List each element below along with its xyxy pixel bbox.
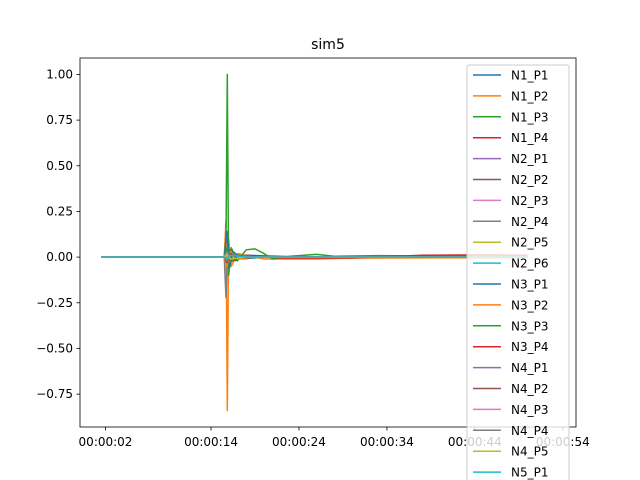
series-line-n3-p1 <box>101 230 528 269</box>
series-line-n1-p3 <box>101 73 528 277</box>
legend-label: N2_P1 <box>511 152 548 166</box>
legend: N1_P1 N1_P2 N1_P3 N1_P4 N2_P1 N2_P2 N2_P3 N2_P4… <box>466 64 570 480</box>
legend-label: N2_P6 <box>511 257 548 271</box>
y-axis: −0.75 −0.50 −0.25 0.00 0.25 0.50 0.75 1.00 <box>36 67 80 401</box>
series-line-n1-p2 <box>101 219 528 412</box>
legend-entry: N4_P4 <box>473 424 548 438</box>
legend-label: N5_P1 <box>511 466 548 480</box>
legend-entry: N4_P3 <box>473 403 548 417</box>
series-line-n5-p1 <box>101 254 528 260</box>
legend-label: N4_P3 <box>511 403 548 417</box>
y-tick-label: 0.00 <box>46 250 73 264</box>
legend-entry: N4_P5 <box>473 445 548 459</box>
legend-entry: N1_P1 <box>473 69 548 83</box>
legend-entry: N3_P3 <box>473 319 548 333</box>
legend-label: N2_P5 <box>511 236 548 250</box>
y-tick-label: −0.75 <box>36 387 73 401</box>
legend-entry: N3_P1 <box>473 278 548 292</box>
legend-entry: N3_P4 <box>473 340 548 354</box>
legend-box <box>466 64 570 480</box>
legend-label: N2_P4 <box>511 215 548 229</box>
legend-entry: N2_P3 <box>473 194 548 208</box>
legend-label: N1_P3 <box>511 110 548 124</box>
plot-frame <box>79 57 577 428</box>
y-tick-label: −0.25 <box>36 296 73 310</box>
legend-label: N4_P5 <box>511 445 548 459</box>
y-tick-label: 0.50 <box>46 159 73 173</box>
legend-entry: N1_P4 <box>473 131 548 145</box>
legend-label: N4_P1 <box>511 361 548 375</box>
legend-entry: N2_P2 <box>473 173 548 187</box>
y-tick-label: 0.25 <box>46 204 73 218</box>
legend-label: N3_P4 <box>511 340 548 354</box>
legend-entry: N3_P2 <box>473 298 548 312</box>
y-tick-label: −0.50 <box>36 341 73 355</box>
y-tick-label: 1.00 <box>46 67 73 81</box>
legend-label: N1_P4 <box>511 131 548 145</box>
legend-label: N4_P4 <box>511 424 548 438</box>
legend-entry: N4_P2 <box>473 382 548 396</box>
x-tick-label: 00:00:24 <box>272 435 326 449</box>
legend-entry: N1_P3 <box>473 110 548 124</box>
legend-entry: N4_P1 <box>473 361 548 375</box>
plot-area <box>79 57 577 428</box>
x-tick-label: 00:00:14 <box>184 435 238 449</box>
legend-entry: N2_P5 <box>473 236 548 250</box>
series-line-n1-p1 <box>101 238 528 267</box>
y-tick-label: 0.75 <box>46 113 73 127</box>
legend-label: N3_P1 <box>511 278 548 292</box>
legend-entry: N2_P4 <box>473 215 548 229</box>
legend-entry: N2_P6 <box>473 257 548 271</box>
legend-label: N3_P2 <box>511 298 548 312</box>
legend-label: N2_P2 <box>511 173 548 187</box>
legend-entry: N5_P1 <box>473 466 548 480</box>
chart-title: sim5 <box>311 37 345 53</box>
legend-label: N1_P1 <box>511 69 548 83</box>
legend-entry: N2_P1 <box>473 152 548 166</box>
legend-label: N3_P3 <box>511 319 548 333</box>
x-tick-label: 00:00:34 <box>360 435 414 449</box>
legend-label: N4_P2 <box>511 382 548 396</box>
legend-label: N1_P2 <box>511 89 548 103</box>
x-tick-label: 00:00:02 <box>79 435 133 449</box>
legend-entry: N1_P2 <box>473 89 548 103</box>
legend-label: N2_P3 <box>511 194 548 208</box>
